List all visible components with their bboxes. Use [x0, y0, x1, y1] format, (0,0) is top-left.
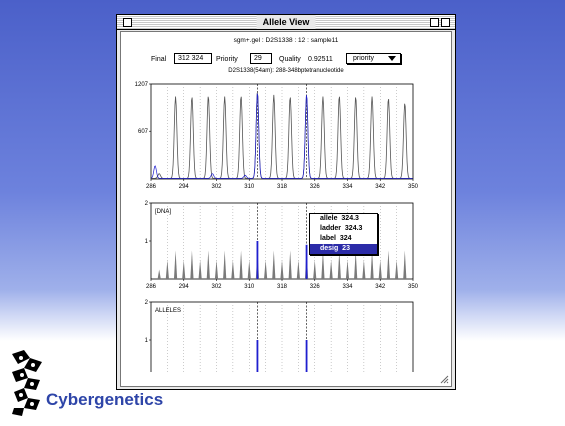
ladder-peak — [329, 260, 333, 279]
bot-y-label: 1 — [145, 338, 149, 344]
ladder-peak — [296, 260, 300, 279]
sample-line: sgm+.gel : D2S1338 : 12 : sample11 — [233, 37, 339, 44]
quality-value: 0.92511 — [308, 56, 333, 63]
top-x-tick: 310 — [244, 184, 255, 190]
popup-value: 23 — [338, 245, 350, 252]
popup-row-ladder[interactable]: ladder 324.3 — [310, 224, 377, 234]
ladder-peak — [231, 260, 235, 279]
window-content: sgm+.gel : D2S1338 : 12 : sample11 Final… — [120, 31, 452, 387]
ladder-peak — [264, 260, 268, 279]
popup-key: allele — [320, 215, 338, 222]
ladder-peak — [362, 260, 366, 279]
top-x-tick: 302 — [211, 184, 222, 190]
popup-row-allele[interactable]: allele 324.3 — [310, 214, 377, 224]
mid-y-label: 1 — [145, 239, 149, 245]
top-x-tick: 294 — [179, 184, 190, 190]
popup-value: 324.3 — [341, 225, 363, 232]
sample-peak — [305, 244, 308, 279]
ladder-peak — [165, 260, 169, 279]
window-title: Allele View — [256, 15, 316, 29]
sort-select[interactable]: priority — [346, 53, 401, 64]
popup-row-desig[interactable]: desig 23 — [310, 244, 377, 254]
bot-plot-frame — [150, 301, 414, 372]
ladder-peak — [354, 250, 358, 279]
top-x-tick: 286 — [146, 184, 157, 190]
ladder-peak — [157, 269, 161, 279]
ladder-peak — [239, 250, 243, 279]
bot-panel-tag: ALLELES — [155, 308, 181, 314]
popup-value: 324 — [335, 235, 352, 242]
sample-peak — [256, 241, 259, 279]
window-titlebar[interactable]: Allele View — [117, 15, 455, 30]
zoom-box-icon[interactable] — [430, 18, 439, 27]
cybergenetics-logo-icon — [12, 350, 42, 416]
electropherogram-plots: 286 294 302 310 318 326 334 342 350 1207 607 286 294… — [135, 82, 419, 372]
locus-line: D2S1338(54am): 288-348bptetranucleotide — [228, 68, 344, 74]
slide-footer — [0, 388, 565, 426]
bot-y-label: 2 — [145, 300, 149, 306]
priority-field[interactable]: 29 — [250, 53, 272, 64]
ladder-peak — [214, 260, 219, 279]
popup-row-label[interactable]: label 324 — [310, 234, 377, 244]
ladder-peak — [288, 250, 292, 279]
allele-view-window: Allele View sgm+.gel : D2S1338 : 12 : sa… — [116, 14, 456, 390]
ladder-peak — [173, 250, 178, 279]
ladder-peak — [247, 260, 251, 279]
final-field[interactable]: 312 324 — [174, 53, 212, 64]
mid-x-tick: 302 — [211, 284, 222, 290]
top-x-tick: 318 — [277, 184, 288, 190]
resize-grip-icon[interactable] — [439, 374, 449, 384]
ladder-peak — [370, 250, 374, 279]
ladder-peak — [272, 250, 276, 279]
ladder-peak — [198, 260, 202, 279]
top-x-tick: 334 — [342, 184, 353, 190]
ladder-peak — [403, 250, 407, 279]
top-y-label: 607 — [138, 129, 149, 135]
ladder-peak — [337, 250, 341, 279]
popup-key: desig — [320, 245, 339, 252]
top-y-label: 1207 — [135, 82, 149, 88]
mid-x-tick: 342 — [375, 284, 386, 290]
mid-x-tick: 294 — [179, 284, 190, 290]
ladder-peak — [280, 260, 284, 279]
ladder-peak — [345, 260, 350, 279]
ladder-peak — [378, 260, 382, 279]
close-box-icon[interactable] — [123, 18, 132, 27]
quality-label: Quality — [279, 56, 301, 63]
top-x-tick: 342 — [375, 184, 386, 190]
priority-label: Priority — [216, 56, 238, 63]
brand-name: Cybergenetics — [46, 390, 164, 409]
mid-x-tick: 326 — [310, 284, 321, 290]
ladder-peak — [395, 260, 399, 279]
allele-info-popup: allele 324.3 ladder 324.3 label 324 desig 2… — [309, 213, 378, 255]
mid-y-label: 2 — [145, 201, 149, 207]
ladder-peak — [190, 250, 194, 279]
mid-x-tick: 310 — [244, 284, 255, 290]
popup-value: 324.3 — [337, 215, 359, 222]
popup-key: label — [320, 235, 336, 242]
popup-key: ladder — [320, 225, 342, 232]
mid-x-tick: 350 — [408, 284, 419, 290]
ladder-peak — [182, 260, 186, 279]
mid-panel-tag: [DNA] — [155, 209, 171, 215]
sample-trace — [150, 93, 413, 179]
ladder-peak — [206, 250, 210, 279]
top-x-tick: 350 — [408, 184, 419, 190]
ladder-peak — [223, 250, 227, 279]
sort-select-value: priority — [353, 55, 375, 62]
mid-x-tick: 334 — [342, 284, 353, 290]
final-label: Final — [151, 56, 167, 63]
mid-x-tick: 286 — [146, 284, 157, 290]
collapse-box-icon[interactable] — [441, 18, 450, 27]
mid-x-tick: 318 — [277, 284, 288, 290]
ladder-peak — [313, 260, 317, 279]
alleles-peak — [305, 340, 308, 372]
ladder-peak — [321, 250, 325, 279]
alleles-peak — [256, 340, 259, 372]
ladder-peak — [386, 250, 391, 279]
top-x-tick: 326 — [310, 184, 321, 190]
dropdown-arrow-icon — [388, 56, 396, 61]
